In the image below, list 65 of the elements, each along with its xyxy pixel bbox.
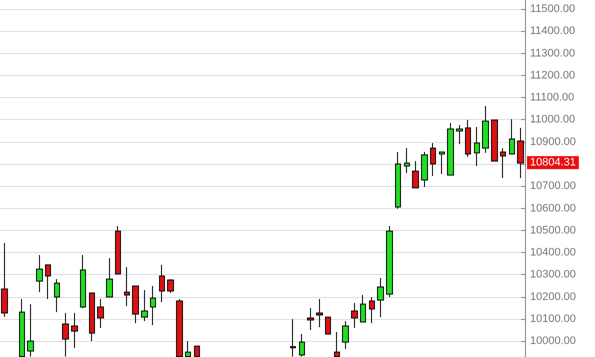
candlestick xyxy=(62,312,69,357)
candlestick xyxy=(369,296,375,324)
y-tick-label: 11000.00 xyxy=(530,114,576,126)
y-tick-label: 10200.00 xyxy=(530,290,576,303)
candlestick xyxy=(395,152,401,210)
candlestick xyxy=(351,302,358,329)
candlestick xyxy=(482,106,489,154)
y-tick-label: 10000.00 xyxy=(530,335,576,348)
candlestick xyxy=(115,225,121,275)
candlestick xyxy=(456,124,463,145)
candlestick xyxy=(194,346,200,357)
candlestick xyxy=(325,316,331,334)
y-tick-label: 11300.00 xyxy=(530,47,576,60)
candlestick xyxy=(159,264,165,303)
candlestick xyxy=(447,122,454,176)
candlestick xyxy=(386,225,393,298)
candlestick xyxy=(141,289,148,322)
candlestick xyxy=(167,278,174,294)
candlestick xyxy=(377,277,384,318)
candlestick xyxy=(342,320,349,350)
y-tick-label: 10900.00 xyxy=(530,136,576,148)
y-tick-label: 11200.00 xyxy=(530,69,576,82)
candlestick xyxy=(290,318,296,357)
y-tick-label: 10100.00 xyxy=(530,312,576,325)
candlestick xyxy=(412,160,419,188)
text: 10804.31 xyxy=(530,156,576,169)
candlestick xyxy=(80,254,86,309)
candlestick xyxy=(106,258,113,298)
candlestick xyxy=(45,264,51,300)
candlestick xyxy=(124,266,130,307)
candlestick xyxy=(19,298,25,357)
candlestick xyxy=(97,298,104,329)
y-tick-label: 11100.00 xyxy=(530,92,574,104)
y-tick-label: 10500.00 xyxy=(530,224,576,236)
candlestick xyxy=(491,119,498,162)
candlestick xyxy=(334,331,340,357)
candlestick xyxy=(307,308,314,330)
candlestick xyxy=(54,278,60,313)
candlestick xyxy=(299,333,305,357)
candlestick xyxy=(509,118,515,155)
y-tick-label: 10400.00 xyxy=(530,246,576,259)
y-tick-label: 10300.00 xyxy=(530,268,576,281)
candlestick xyxy=(132,285,139,324)
candlestick xyxy=(404,148,410,174)
candlestick xyxy=(27,304,34,357)
candlestick xyxy=(430,142,436,176)
candlestick xyxy=(71,312,78,349)
candlestick xyxy=(176,298,183,357)
y-tick-label: 11400.00 xyxy=(530,25,576,38)
candlestick xyxy=(185,340,191,357)
candlestick xyxy=(360,294,366,323)
y-tick-label: 10700.00 xyxy=(530,180,576,192)
candlestick xyxy=(36,254,43,293)
candlestick xyxy=(421,152,428,188)
candlestick xyxy=(439,152,445,174)
y-tick-label: 10600.00 xyxy=(530,202,576,214)
candlestick xyxy=(465,119,471,158)
candlestick xyxy=(316,298,323,328)
candlestick xyxy=(89,292,95,342)
candlestick xyxy=(500,148,506,178)
candlestick xyxy=(1,242,8,318)
y-tick-label: 11500.00 xyxy=(530,3,576,16)
candlestick xyxy=(150,285,156,326)
candlestick xyxy=(474,126,480,166)
candlestick xyxy=(517,127,524,178)
